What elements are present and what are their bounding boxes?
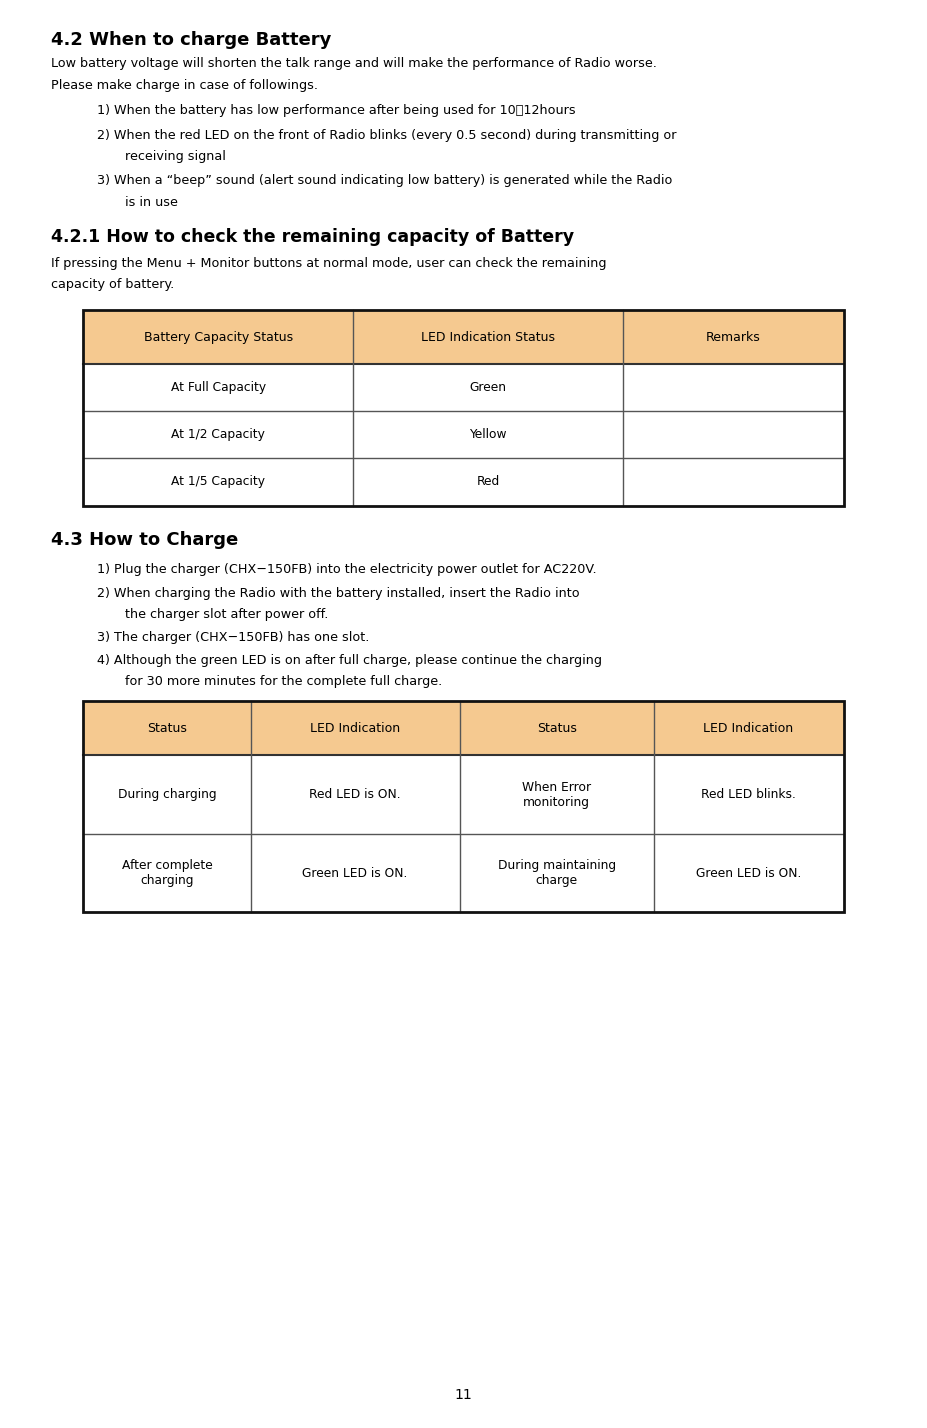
Text: At Full Capacity: At Full Capacity xyxy=(171,381,266,394)
Text: LED Indication: LED Indication xyxy=(311,721,400,735)
Text: Green LED is ON.: Green LED is ON. xyxy=(696,867,801,880)
Text: 2) When the red LED on the front of Radio blinks (every 0.5 second) during trans: 2) When the red LED on the front of Radi… xyxy=(97,129,677,141)
Text: At 1/5 Capacity: At 1/5 Capacity xyxy=(171,476,265,488)
Text: During charging: During charging xyxy=(118,788,216,801)
Text: Red LED blinks.: Red LED blinks. xyxy=(701,788,796,801)
Text: Low battery voltage will shorten the talk range and will make the performance of: Low battery voltage will shorten the tal… xyxy=(51,57,657,70)
Text: 4.2 When to charge Battery: 4.2 When to charge Battery xyxy=(51,31,331,50)
Text: Yellow: Yellow xyxy=(469,428,507,441)
Text: If pressing the Menu + Monitor buttons at normal mode, user can check the remain: If pressing the Menu + Monitor buttons a… xyxy=(51,257,606,270)
Bar xyxy=(83,310,844,506)
Text: 3) When a “beep” sound (alert sound indicating low battery) is generated while t: 3) When a “beep” sound (alert sound indi… xyxy=(97,174,673,187)
Text: Green LED is ON.: Green LED is ON. xyxy=(302,867,408,880)
Text: for 30 more minutes for the complete full charge.: for 30 more minutes for the complete ful… xyxy=(125,675,442,688)
Text: Status: Status xyxy=(147,721,187,735)
Bar xyxy=(83,701,844,912)
Text: 3) The charger (CHX−150FB) has one slot.: 3) The charger (CHX−150FB) has one slot. xyxy=(97,631,370,644)
Text: 2) When charging the Radio with the battery installed, insert the Radio into: 2) When charging the Radio with the batt… xyxy=(97,587,580,600)
Text: At 1/2 Capacity: At 1/2 Capacity xyxy=(171,428,265,441)
Bar xyxy=(83,310,844,364)
Text: 1) Plug the charger (CHX−150FB) into the electricity power outlet for AC220V.: 1) Plug the charger (CHX−150FB) into the… xyxy=(97,563,597,575)
Text: 4.3 How to Charge: 4.3 How to Charge xyxy=(51,531,238,550)
Text: Remarks: Remarks xyxy=(706,330,761,344)
Text: Status: Status xyxy=(537,721,577,735)
Text: is in use: is in use xyxy=(125,196,178,208)
Text: LED Indication Status: LED Indication Status xyxy=(421,330,555,344)
Text: Please make charge in case of followings.: Please make charge in case of followings… xyxy=(51,79,318,91)
Text: 4) Although the green LED is on after full charge, please continue the charging: 4) Although the green LED is on after fu… xyxy=(97,654,603,667)
Text: LED Indication: LED Indication xyxy=(704,721,794,735)
Text: During maintaining
charge: During maintaining charge xyxy=(498,860,616,887)
Text: After complete
charging: After complete charging xyxy=(121,860,212,887)
Text: capacity of battery.: capacity of battery. xyxy=(51,278,174,291)
Text: Red LED is ON.: Red LED is ON. xyxy=(310,788,401,801)
Bar xyxy=(83,701,844,755)
Text: 1) When the battery has low performance after being used for 10～12hours: 1) When the battery has low performance … xyxy=(97,104,576,117)
Text: the charger slot after power off.: the charger slot after power off. xyxy=(125,608,328,621)
Text: Battery Capacity Status: Battery Capacity Status xyxy=(144,330,293,344)
Text: Green: Green xyxy=(470,381,507,394)
Text: When Error
monitoring: When Error monitoring xyxy=(522,781,591,808)
Text: 11: 11 xyxy=(454,1388,473,1402)
Text: 4.2.1 How to check the remaining capacity of Battery: 4.2.1 How to check the remaining capacit… xyxy=(51,228,574,247)
Text: Red: Red xyxy=(476,476,500,488)
Text: receiving signal: receiving signal xyxy=(125,150,226,163)
